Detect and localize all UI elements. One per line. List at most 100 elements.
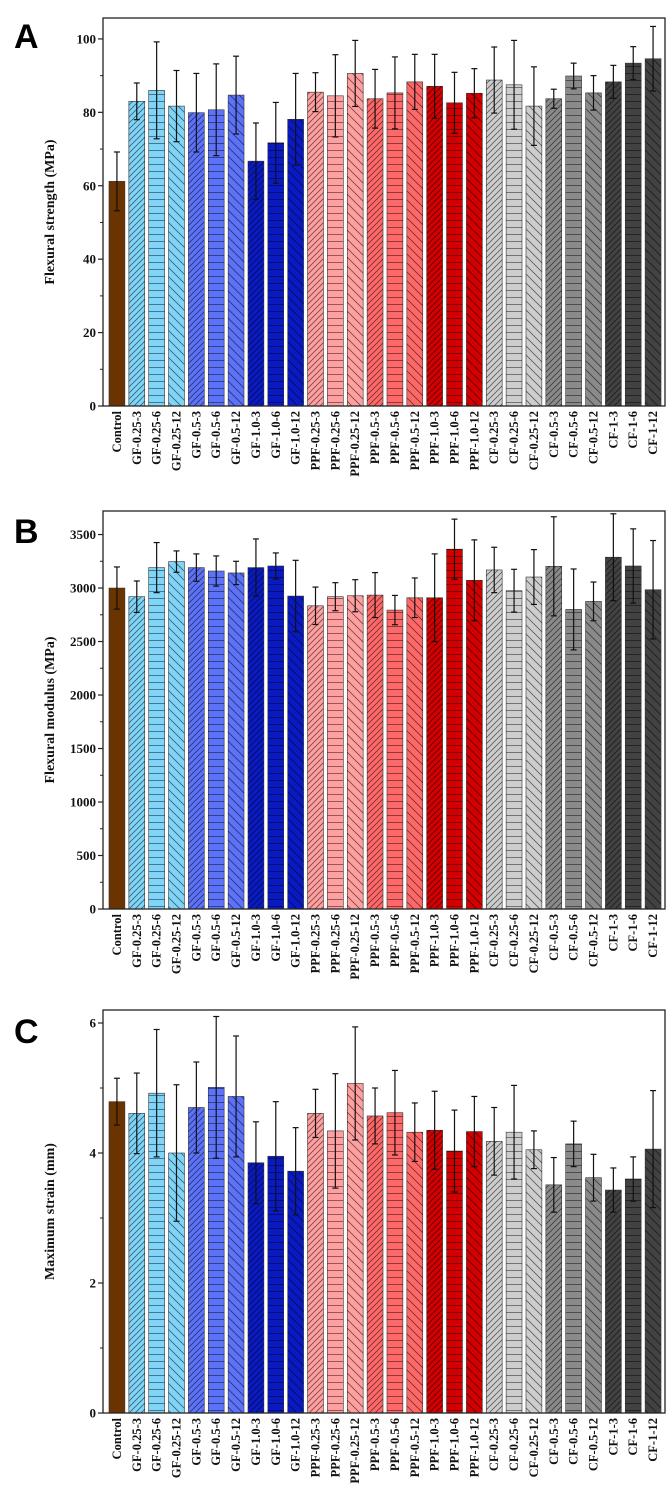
bar-hatch — [466, 580, 483, 909]
bar-hatch — [128, 1113, 145, 1413]
bar-hatch — [625, 565, 642, 909]
bar-hatch — [168, 106, 185, 406]
x-tick-label: PPF-1.0-3 — [428, 914, 442, 967]
y-axis-label: Flexural modulus (MPa) — [43, 636, 58, 783]
bar-hatch — [128, 101, 145, 407]
x-tick-label: GF-0.25-12 — [170, 1418, 184, 1478]
bar-hatch — [486, 569, 503, 909]
bar-hatch — [486, 1141, 503, 1413]
x-tick-label: PPF-0.5-6 — [388, 411, 402, 464]
x-tick-label: GF-0.25-6 — [150, 914, 164, 968]
bar-hatch — [267, 142, 284, 406]
x-tick-label: Control — [110, 913, 124, 955]
x-tick-label: GF-1.0-6 — [269, 914, 283, 962]
panel-label: B — [14, 513, 39, 551]
x-tick-label: PPF-0.5-12 — [408, 411, 422, 470]
y-tick-label: 0 — [90, 399, 97, 414]
bar-hatch — [347, 1083, 364, 1413]
x-tick-label: GF-0.25-6 — [150, 1418, 164, 1472]
bar-hatch — [446, 549, 463, 909]
x-tick-label: CF-0.5-12 — [587, 411, 601, 464]
bar-hatch — [247, 161, 264, 406]
bar-hatch — [506, 1132, 523, 1413]
x-tick-label: CF-1-6 — [626, 1418, 640, 1456]
x-tick-label: GF-0.25-3 — [130, 1418, 144, 1472]
x-tick-label: PPF-0.5-12 — [408, 914, 422, 973]
bar-hatch — [446, 102, 463, 406]
x-tick-label: CF-1-12 — [646, 411, 660, 455]
y-tick-label: 3000 — [70, 581, 96, 596]
x-tick-label: GF-0.25-3 — [130, 914, 144, 968]
bar-hatch — [565, 1143, 582, 1413]
bar-hatch — [168, 1153, 185, 1413]
x-tick-label: CF-0.25-6 — [507, 1418, 521, 1471]
bar-hatch — [188, 1107, 205, 1413]
bar-hatch — [287, 119, 304, 407]
bar-hatch — [168, 561, 185, 909]
x-tick-label: CF-0.5-3 — [547, 914, 561, 961]
x-tick-label: PPF-1.0-6 — [448, 914, 462, 967]
x-tick-label: CF-1-12 — [646, 1418, 660, 1462]
x-tick-label: CF-0.25-12 — [527, 914, 541, 973]
y-tick-label: 2 — [90, 1276, 97, 1291]
bar — [108, 181, 126, 407]
bar-hatch — [367, 595, 384, 909]
bar-hatch — [307, 605, 324, 909]
x-tick-label: GF-1.0-12 — [289, 411, 303, 465]
bar-hatch — [208, 571, 225, 909]
plot-frame — [102, 510, 666, 910]
bar-hatch — [406, 1132, 423, 1413]
x-tick-label: CF-1-3 — [606, 1418, 620, 1456]
bar-hatch — [466, 1131, 483, 1413]
x-tick-label: PPF-0.25-6 — [328, 411, 342, 470]
x-tick-label: PPF-0.5-3 — [368, 1418, 382, 1471]
x-tick-label: GF-0.25-3 — [130, 411, 144, 465]
y-tick-label: 2000 — [70, 688, 96, 703]
x-tick-label: CF-1-3 — [606, 411, 620, 449]
bar-hatch — [188, 112, 205, 406]
x-tick-label: GF-1.0-12 — [289, 1418, 303, 1472]
bar-hatch — [565, 609, 582, 909]
x-tick-label: Control — [110, 410, 124, 452]
bar-hatch — [148, 1093, 165, 1413]
bar-hatch — [267, 1156, 284, 1413]
bar-hatch — [347, 595, 364, 909]
x-tick-label: CF-0.5-3 — [547, 1418, 561, 1465]
x-tick-label: CF-1-12 — [646, 914, 660, 958]
x-tick-label: CF-0.5-12 — [587, 914, 601, 967]
x-tick-label: GF-1.0-12 — [289, 914, 303, 968]
x-tick-label: CF-0.25-6 — [507, 411, 521, 464]
y-tick-label: 80 — [83, 105, 96, 120]
bar-hatch — [148, 567, 165, 909]
x-tick-label: CF-0.25-3 — [487, 1418, 501, 1471]
bar-hatch — [585, 601, 602, 909]
bar-hatch — [645, 58, 662, 406]
x-tick-label: GF-0.25-12 — [170, 411, 184, 471]
x-tick-label: CF-0.25-3 — [487, 914, 501, 967]
bar-hatch — [645, 1149, 662, 1413]
bar-hatch — [525, 1149, 542, 1413]
bar-hatch — [228, 1096, 245, 1413]
bar-hatch — [605, 1190, 622, 1413]
bar-hatch — [267, 565, 284, 909]
x-tick-label: PPF-0.25-6 — [328, 1418, 342, 1477]
bar-hatch — [287, 1171, 304, 1413]
bar-hatch — [506, 590, 523, 909]
bar-hatch — [307, 92, 324, 407]
y-tick-label: 6 — [90, 1016, 97, 1031]
x-tick-label: PPF-1.0-6 — [448, 1418, 462, 1471]
y-tick-label: 3500 — [70, 527, 96, 542]
bar-hatch — [228, 572, 245, 909]
bar-hatch — [486, 80, 503, 406]
bar-hatch — [645, 589, 662, 909]
bar-hatch — [386, 1112, 403, 1413]
x-tick-label: CF-0.5-6 — [567, 1418, 581, 1465]
bar-hatch — [565, 75, 582, 406]
bar-hatch — [605, 557, 622, 909]
x-tick-label: GF-1.0-3 — [249, 411, 263, 459]
bar-hatch — [148, 90, 165, 407]
x-tick-label: GF-0.5-6 — [209, 411, 223, 459]
x-tick-label: PPF-1.0-3 — [428, 1418, 442, 1471]
x-tick-label: PPF-0.5-6 — [388, 914, 402, 967]
